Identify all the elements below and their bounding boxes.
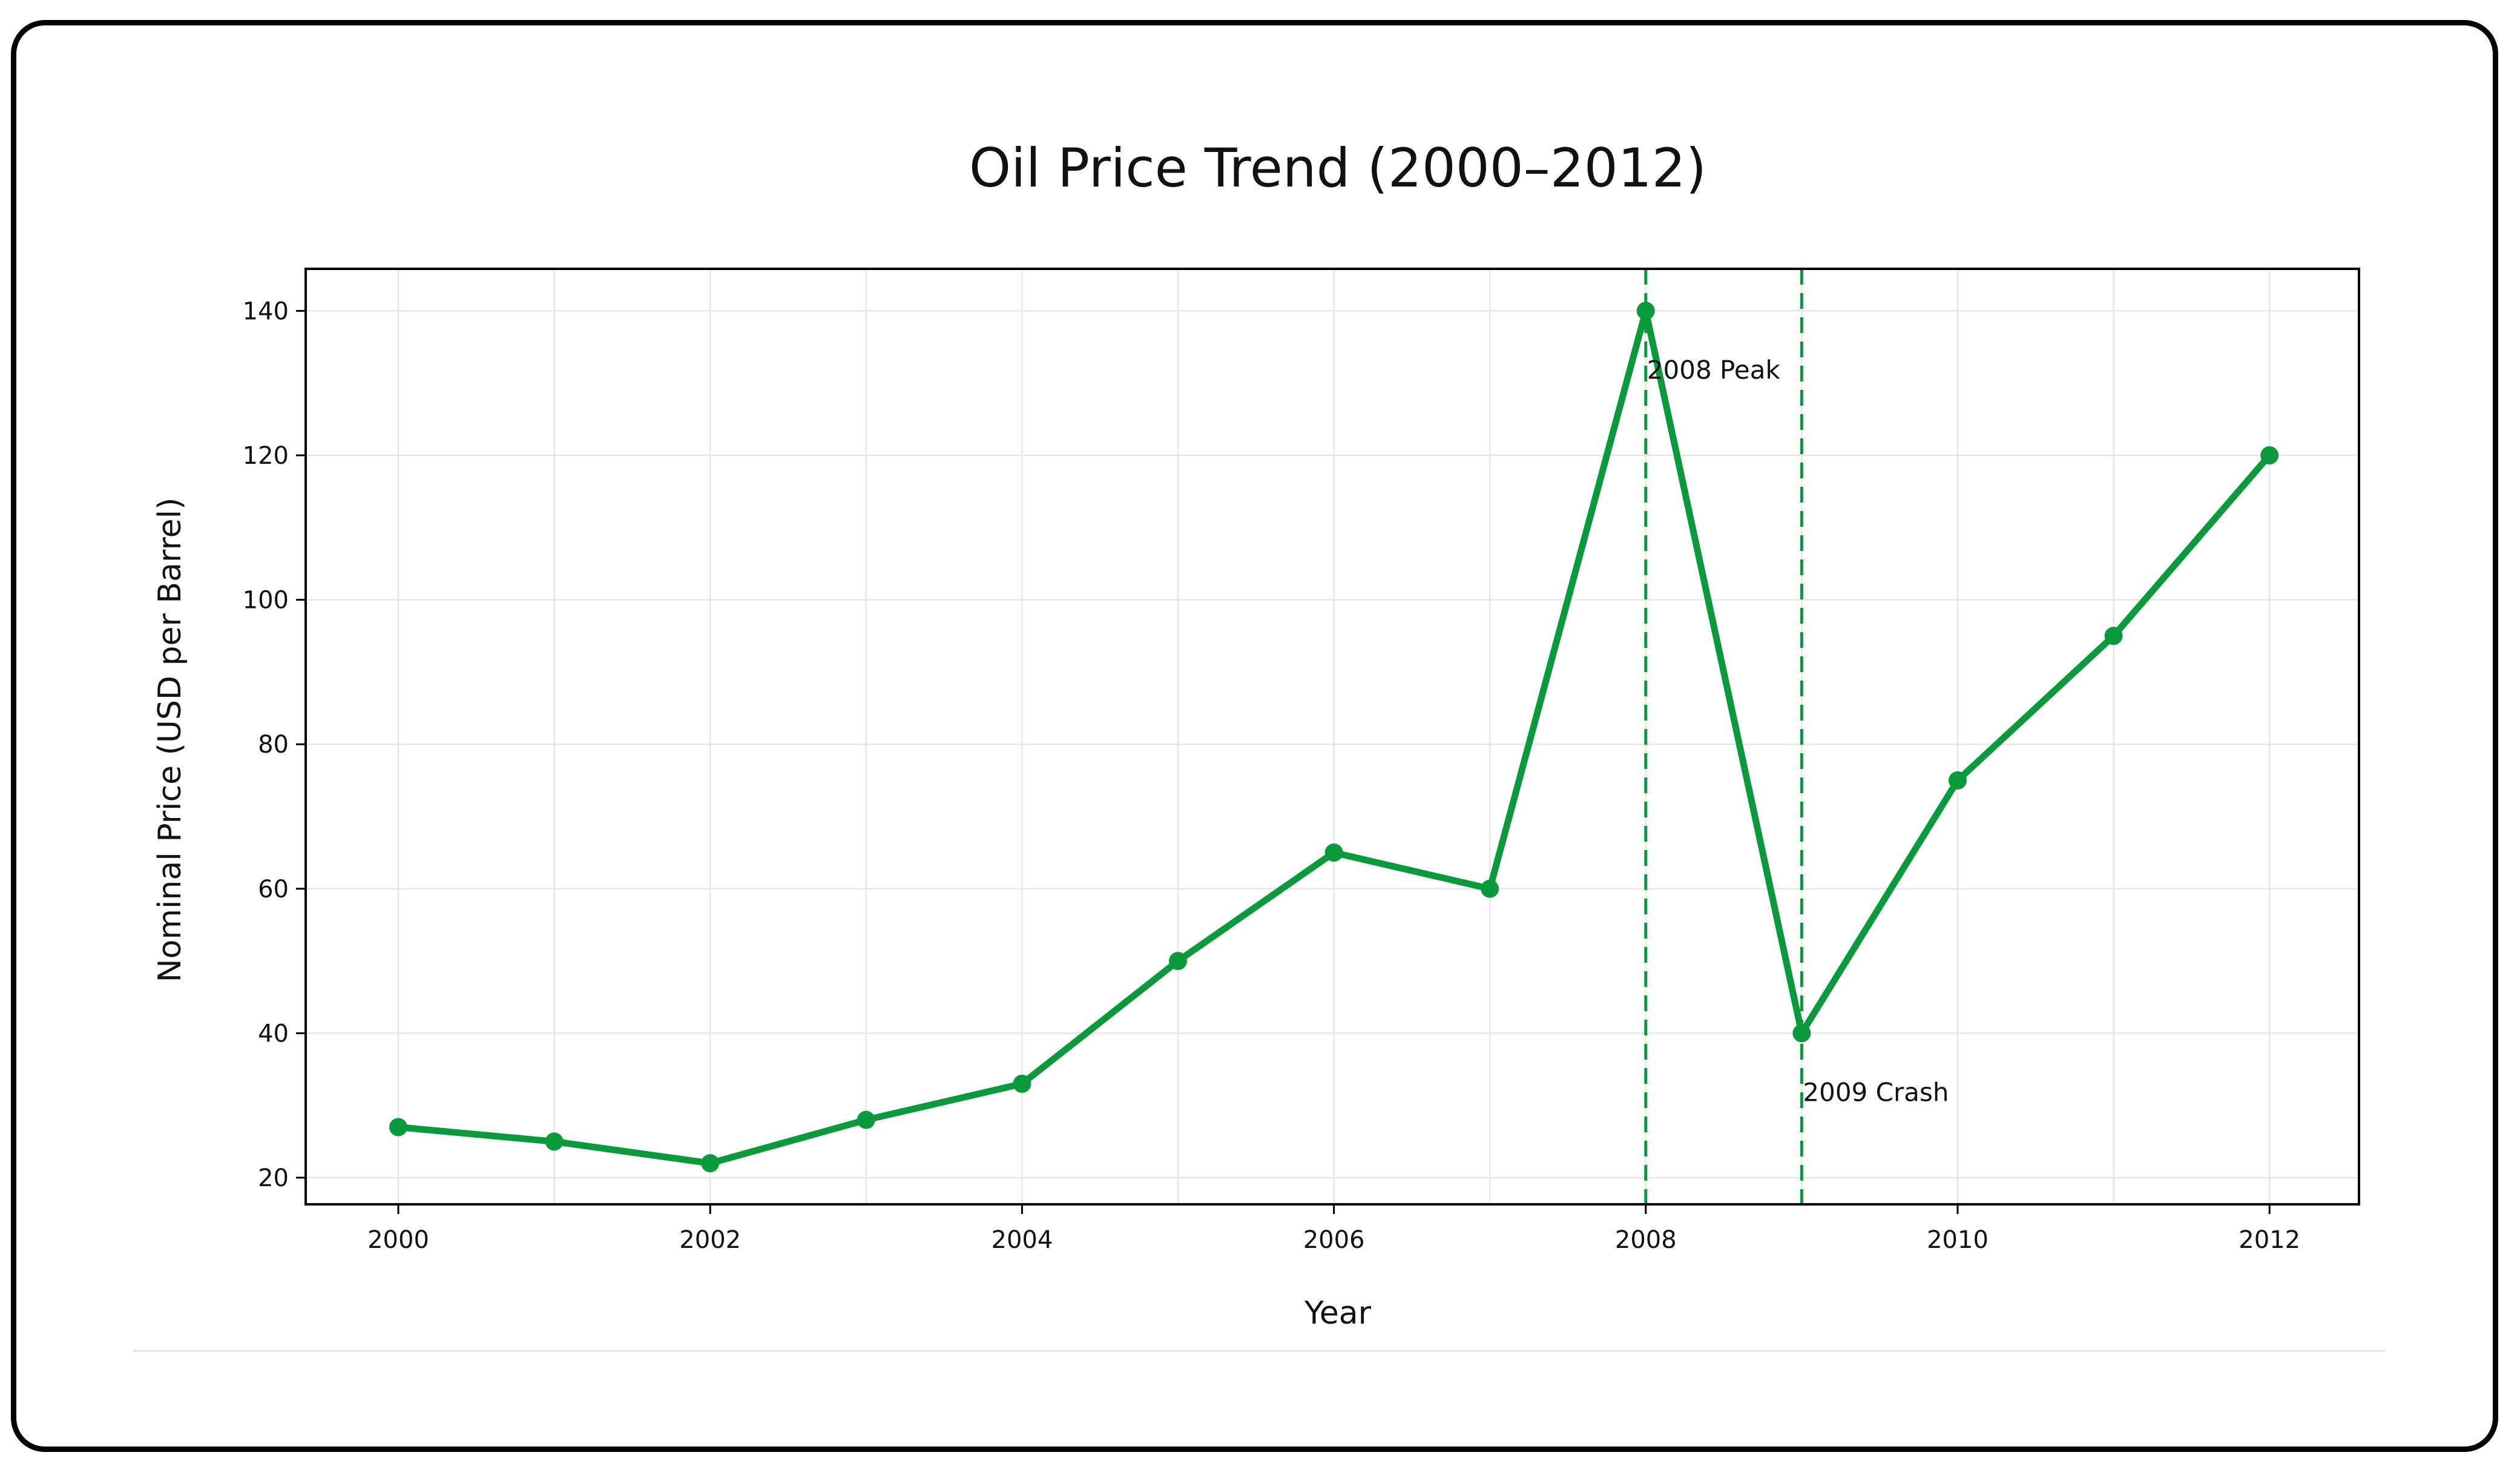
y-axis-label: Nominal Price (USD per Barrel) bbox=[152, 498, 188, 983]
data-point-marker bbox=[1169, 952, 1187, 971]
y-tick-label: 100 bbox=[243, 587, 289, 615]
data-point-marker bbox=[1013, 1074, 1031, 1093]
y-tick-label: 20 bbox=[258, 1164, 289, 1192]
data-point-marker bbox=[1636, 302, 1655, 320]
event-marker-lines bbox=[1644, 269, 1803, 1204]
x-tick-label: 2006 bbox=[1303, 1226, 1365, 1254]
data-point-marker bbox=[1324, 843, 1343, 862]
x-axis-ticks: 2000 2002 2004 2006 2008 2010 2012 bbox=[367, 1204, 2300, 1254]
y-tick-label: 40 bbox=[258, 1020, 289, 1047]
data-point-marker bbox=[2260, 446, 2279, 464]
x-tick-label: 2000 bbox=[367, 1226, 429, 1254]
data-point-marker bbox=[545, 1132, 564, 1151]
annotations: 2008 Peak 2009 Crash bbox=[1647, 355, 1949, 1107]
x-tick-label: 2012 bbox=[2239, 1226, 2300, 1254]
y-tick-label: 80 bbox=[258, 731, 289, 759]
data-point-marker bbox=[701, 1154, 720, 1173]
price-series bbox=[389, 302, 2279, 1173]
y-tick-label: 120 bbox=[243, 442, 289, 470]
x-tick-label: 2010 bbox=[1927, 1226, 1989, 1254]
x-tick-label: 2002 bbox=[679, 1226, 741, 1254]
data-point-marker bbox=[857, 1110, 875, 1129]
data-point-marker bbox=[1792, 1024, 1811, 1043]
data-point-marker bbox=[1481, 879, 1499, 898]
data-point-marker bbox=[389, 1118, 407, 1137]
x-axis-label: Year bbox=[1304, 1295, 1372, 1331]
annotation-label: 2008 Peak bbox=[1647, 355, 1781, 384]
x-tick-label: 2008 bbox=[1615, 1226, 1677, 1254]
grid-lines bbox=[306, 269, 2359, 1204]
data-point-marker bbox=[2104, 627, 2123, 645]
x-tick-label: 2004 bbox=[992, 1226, 1053, 1254]
y-tick-label: 140 bbox=[243, 297, 289, 325]
chart-card-frame bbox=[11, 20, 2498, 1452]
plot-area-border bbox=[304, 268, 2360, 1206]
annotation-label: 2009 Crash bbox=[1803, 1077, 1949, 1107]
y-tick-label: 60 bbox=[258, 876, 289, 903]
data-point-marker bbox=[1949, 771, 1967, 790]
y-axis-ticks: 20 40 60 80 100 120 140 bbox=[243, 297, 306, 1192]
chart-title: Oil Price Trend (2000–2012) bbox=[969, 137, 1706, 199]
